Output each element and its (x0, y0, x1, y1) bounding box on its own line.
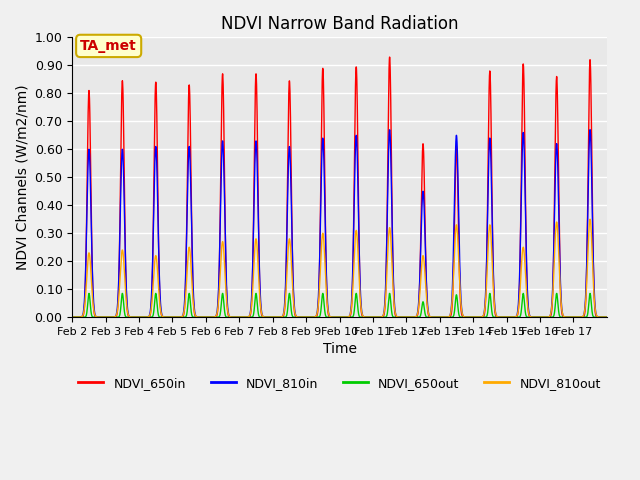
X-axis label: Time: Time (323, 342, 356, 357)
Legend: NDVI_650in, NDVI_810in, NDVI_650out, NDVI_810out: NDVI_650in, NDVI_810in, NDVI_650out, NDV… (73, 372, 606, 395)
Title: NDVI Narrow Band Radiation: NDVI Narrow Band Radiation (221, 15, 458, 33)
Text: TA_met: TA_met (80, 39, 137, 53)
Y-axis label: NDVI Channels (W/m2/nm): NDVI Channels (W/m2/nm) (15, 84, 29, 270)
